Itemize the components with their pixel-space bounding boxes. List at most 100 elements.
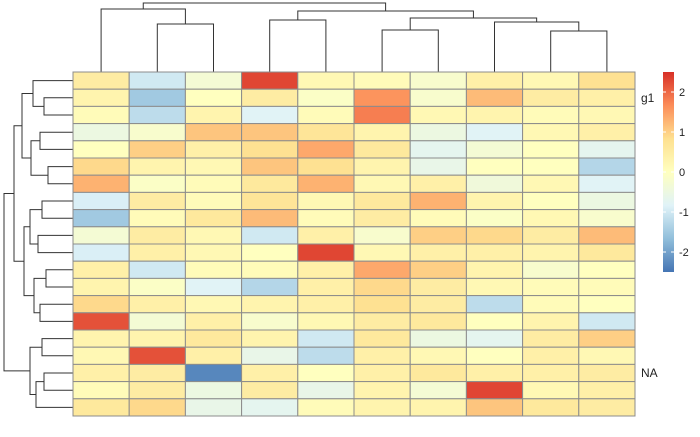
legend-color-bar	[663, 72, 674, 272]
heatmap-cell	[578, 105, 636, 125]
heatmap-cell	[184, 157, 243, 176]
heatmap-cell	[128, 174, 186, 193]
heatmap-cell	[409, 226, 467, 245]
heatmap-cell	[297, 123, 355, 142]
heatmap-cell	[128, 295, 186, 314]
heatmap-cell	[409, 157, 467, 176]
heatmap-cell	[578, 243, 636, 262]
heatmap-cell	[578, 398, 636, 417]
heatmap-cell	[184, 346, 243, 365]
heatmap-cell	[409, 123, 467, 142]
heatmap-cell	[184, 381, 243, 400]
heatmap-cell	[465, 174, 524, 193]
column-dendrogram-branch	[100, 8, 186, 72]
heatmap-cell	[409, 346, 467, 365]
heatmap-cell	[353, 277, 411, 297]
heatmap-cell	[522, 88, 580, 107]
heatmap-cell	[409, 88, 467, 107]
heatmap-cell	[184, 105, 243, 125]
row-dendrogram-branch	[43, 372, 73, 391]
heatmap-cell	[353, 346, 411, 365]
heatmap-cell	[409, 277, 467, 297]
legend-ticks: 2 1 0 -1 -2	[663, 87, 689, 259]
row-dendrogram-branch	[39, 131, 73, 150]
heatmap-cell	[184, 295, 243, 314]
heatmap-cell	[72, 312, 130, 331]
heatmap-cell	[184, 88, 243, 107]
heatmap-cell	[353, 312, 411, 331]
heatmap-cell	[241, 398, 299, 417]
heatmap-cell	[72, 363, 130, 383]
heatmap-cell	[522, 381, 580, 400]
heatmap-cell	[241, 140, 299, 159]
heatmap-cell	[353, 105, 411, 125]
heatmap-cell	[409, 312, 467, 331]
heatmap-cell	[72, 226, 130, 245]
heatmap-cell	[465, 329, 524, 348]
heatmap-cell	[578, 329, 636, 348]
column-dendrogram-branch	[142, 2, 387, 11]
heatmap-cell	[241, 174, 299, 193]
heatmap-cell	[578, 88, 636, 107]
heatmap-cell	[353, 398, 411, 417]
heatmap-cell	[184, 277, 243, 297]
heatmap-cell	[72, 191, 130, 211]
heatmap-cell	[353, 140, 411, 159]
heatmap-cell	[128, 398, 186, 417]
heatmap-cell	[184, 260, 243, 279]
heatmap-cell	[353, 191, 411, 211]
heatmap-cell	[578, 123, 636, 142]
heatmap-cell	[578, 346, 636, 365]
heatmap-cell	[353, 363, 411, 383]
heatmap-cell	[409, 363, 467, 383]
heatmap-cell	[409, 260, 467, 279]
heatmap-cell	[241, 157, 299, 176]
heatmap-cell	[522, 312, 580, 331]
heatmap-cell	[72, 329, 130, 348]
legend-tick-label: -1	[679, 207, 689, 219]
heatmap-cell	[128, 123, 186, 142]
heatmap-cell	[184, 209, 243, 228]
heatmap-cell	[72, 346, 130, 365]
row-dendrogram	[3, 80, 73, 408]
heatmap-cell	[353, 381, 411, 400]
heatmap-cell	[184, 123, 243, 142]
heatmap-cell	[128, 243, 186, 262]
row-dendrogram-branch	[41, 200, 73, 219]
heatmap-cell	[409, 295, 467, 314]
heatmap-cell	[241, 243, 299, 262]
heatmap-cell	[297, 295, 355, 314]
heatmap-cell	[409, 209, 467, 228]
column-dendrogram	[100, 2, 608, 72]
heatmap-cell	[578, 209, 636, 228]
heatmap-cell	[184, 140, 243, 159]
heatmap-cell	[184, 71, 243, 90]
heatmap-cell	[465, 157, 524, 176]
heatmap-cell	[522, 363, 580, 383]
row-dendrogram-branch	[3, 192, 30, 372]
heatmap-cell	[241, 312, 299, 331]
heatmap-cell	[578, 226, 636, 245]
heatmap-cell	[72, 398, 130, 417]
heatmap-cell	[578, 157, 636, 176]
heatmap-cell	[578, 312, 636, 331]
heatmap-cell	[465, 398, 524, 417]
row-dendrogram-branch	[35, 381, 73, 408]
heatmap-cell	[465, 226, 524, 245]
heatmap-cell	[241, 88, 299, 107]
heatmap-cell	[465, 105, 524, 125]
heatmap-cell	[522, 105, 580, 125]
heatmap-cell	[72, 381, 130, 400]
heatmap-cell	[409, 398, 467, 417]
row-label: g1	[641, 91, 655, 105]
heatmap-cell	[578, 277, 636, 297]
heatmap-cell	[522, 191, 580, 211]
column-dendrogram-branch	[381, 29, 439, 72]
heatmap-cell	[465, 88, 524, 107]
heatmap-cell	[522, 329, 580, 348]
heatmap-cell	[297, 260, 355, 279]
heatmap-cell	[128, 260, 186, 279]
heatmap-cell	[128, 226, 186, 245]
legend-tick-label: -2	[679, 247, 689, 259]
